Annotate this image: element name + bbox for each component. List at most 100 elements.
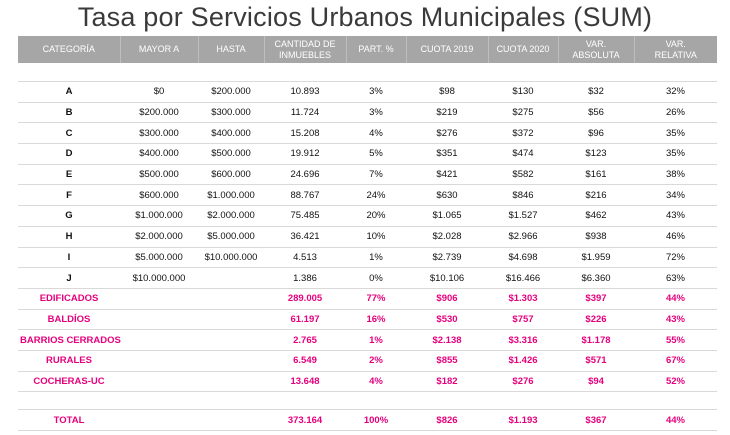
cell-cuota-2020: $1.303	[488, 288, 558, 310]
cell-mayor-a	[120, 371, 198, 393]
cell-part: 100%	[346, 409, 406, 431]
cell-categoria: H	[18, 226, 120, 248]
cell-var-relativa: 72%	[634, 247, 717, 269]
cell-cantidad: 88.767	[264, 184, 346, 207]
cell-cuota-2020: $846	[488, 184, 558, 207]
table-row: A $0 $200.000 10.893 3% $98 $130 $32 32%	[18, 81, 717, 103]
cell-categoria: A	[18, 81, 120, 103]
cell-cuota-2020: $372	[488, 122, 558, 145]
cell-hasta: $400.000	[198, 122, 264, 145]
cell-categoria: G	[18, 205, 120, 227]
cell-cuota-2019: $530	[406, 309, 488, 331]
cell-var-relativa: 44%	[634, 409, 717, 431]
cell-mayor-a: $5.000.000	[120, 247, 198, 269]
cell-cuota-2019: $351	[406, 143, 488, 165]
cell-var-relativa: 43%	[634, 205, 717, 227]
cell-cuota-2019: $2.028	[406, 226, 488, 248]
cell-var-absoluta: $367	[558, 409, 634, 431]
cell-hasta	[198, 329, 264, 351]
cell-categoria: BALDÍOS	[18, 309, 120, 331]
cell-cuota-2020: $276	[488, 371, 558, 393]
cell-cantidad: 4.513	[264, 247, 346, 269]
cell-var-absoluta: $161	[558, 164, 634, 186]
col-header-var-absoluta-line2: ABSOLUTA	[572, 49, 620, 60]
cell-cantidad: 10.893	[264, 81, 346, 103]
cell-part: 3%	[346, 102, 406, 124]
spacer-row	[18, 391, 717, 411]
cell-var-relativa: 38%	[634, 164, 717, 186]
cell-categoria: BARRIOS CERRADOS	[18, 329, 121, 351]
cell-mayor-a: $10.000.000	[120, 267, 198, 289]
cell-cantidad: 11.724	[264, 102, 346, 124]
cell-part: 77%	[346, 288, 406, 310]
table-row: J $10.000.000 1.386 0% $10.106 $16.466 $6.360 6…	[18, 267, 717, 289]
cell-mayor-a: $200.000	[120, 102, 198, 124]
table-row: E $500.000 $600.000 24.696 7% $421 $582 $161 38%	[18, 164, 717, 186]
cell-cantidad: 61.197	[264, 309, 346, 331]
cell-cuota-2020: $275	[488, 102, 558, 124]
cell-cuota-2019: $855	[406, 350, 488, 372]
cell-part: 4%	[346, 371, 406, 393]
table-row: I $5.000.000 $10.000.000 4.513 1% $2.739 $4.69…	[18, 247, 717, 269]
cell-hasta	[198, 309, 264, 331]
col-header-var-absoluta: VAR. ABSOLUTA	[558, 36, 635, 63]
group-row: BALDÍOS 61.197 16% $530 $757 $226 43%	[18, 309, 717, 331]
table-row: B $200.000 $300.000 11.724 3% $219 $275 $56 26%	[18, 102, 717, 124]
cell-var-absoluta: $397	[558, 288, 634, 310]
cell-var-relativa: 35%	[634, 122, 717, 145]
cell-var-relativa: 26%	[634, 102, 717, 124]
col-header-var-relativa: VAR. RELATIVA	[634, 36, 717, 63]
table-body: A $0 $200.000 10.893 3% $98 $130 $32 32% B $200.00…	[18, 63, 717, 431]
cell-cuota-2019: $10.106	[406, 267, 488, 289]
cell-cuota-2019: $1.065	[406, 205, 488, 227]
cell-part: 3%	[346, 81, 406, 103]
cell-part: 1%	[346, 247, 406, 269]
cell-var-absoluta: $1.178	[558, 329, 634, 351]
cell-cantidad: 19.912	[264, 143, 346, 165]
cell-cantidad: 15.208	[264, 122, 346, 145]
cell-categoria: TOTAL	[18, 409, 120, 431]
header-row: CATEGORÍA MAYOR A HASTA CANTIDAD DE INMUE…	[18, 36, 717, 63]
cell-hasta: $2.000.000	[198, 205, 264, 227]
cell-part: 7%	[346, 164, 406, 186]
cell-mayor-a	[120, 288, 198, 310]
cell-categoria: EDIFICADOS	[18, 288, 120, 310]
cell-hasta: $500.000	[198, 143, 264, 165]
cell-var-relativa: 32%	[634, 81, 717, 103]
cell-hasta: $10.000.000	[198, 247, 264, 269]
cell-cuota-2019: $182	[406, 371, 488, 393]
cell-cantidad: 2.765	[264, 329, 346, 351]
cell-cuota-2019: $276	[406, 122, 488, 145]
cell-hasta: $1.000.000	[198, 184, 264, 207]
cell-hasta: $200.000	[198, 81, 264, 103]
cell-mayor-a	[120, 329, 198, 351]
cell-hasta: $600.000	[198, 164, 264, 186]
cell-mayor-a	[120, 350, 198, 372]
cell-var-absoluta: $123	[558, 143, 634, 165]
cell-var-relativa: 63%	[634, 267, 717, 289]
group-row: RURALES 6.549 2% $855 $1.426 $571 67%	[18, 350, 717, 372]
table-row: H $2.000.000 $5.000.000 36.421 10% $2.028 $2.9…	[18, 226, 717, 248]
cell-cuota-2019: $2.138	[406, 329, 488, 351]
cell-part: 2%	[346, 350, 406, 372]
table-row: D $400.000 $500.000 19.912 5% $351 $474 $123 35%	[18, 143, 717, 165]
cell-cantidad: 289.005	[264, 288, 346, 310]
cell-cuota-2020: $2.966	[488, 226, 558, 248]
cell-cuota-2019: $2.739	[406, 247, 488, 269]
cell-part: 1%	[346, 329, 406, 351]
cell-cantidad: 36.421	[264, 226, 346, 248]
cell-cantidad: 13.648	[264, 371, 346, 393]
cell-categoria: J	[18, 267, 120, 289]
cell-hasta: $5.000.000	[198, 226, 264, 248]
cell-mayor-a: $600.000	[120, 184, 198, 207]
cell-cantidad: 1.386	[264, 267, 346, 289]
cell-var-absoluta: $32	[558, 81, 634, 103]
cell-hasta	[198, 350, 264, 372]
col-header-mayor-a: MAYOR A	[120, 36, 199, 63]
group-row: COCHERAS-UC 13.648 4% $182 $276 $94 52%	[18, 371, 717, 393]
table-row: G $1.000.000 $2.000.000 75.485 20% $1.065 $1.5…	[18, 205, 717, 227]
cell-mayor-a: $400.000	[120, 143, 198, 165]
cell-mayor-a: $500.000	[120, 164, 198, 186]
cell-categoria: E	[18, 164, 120, 186]
cell-cantidad: 24.696	[264, 164, 346, 186]
